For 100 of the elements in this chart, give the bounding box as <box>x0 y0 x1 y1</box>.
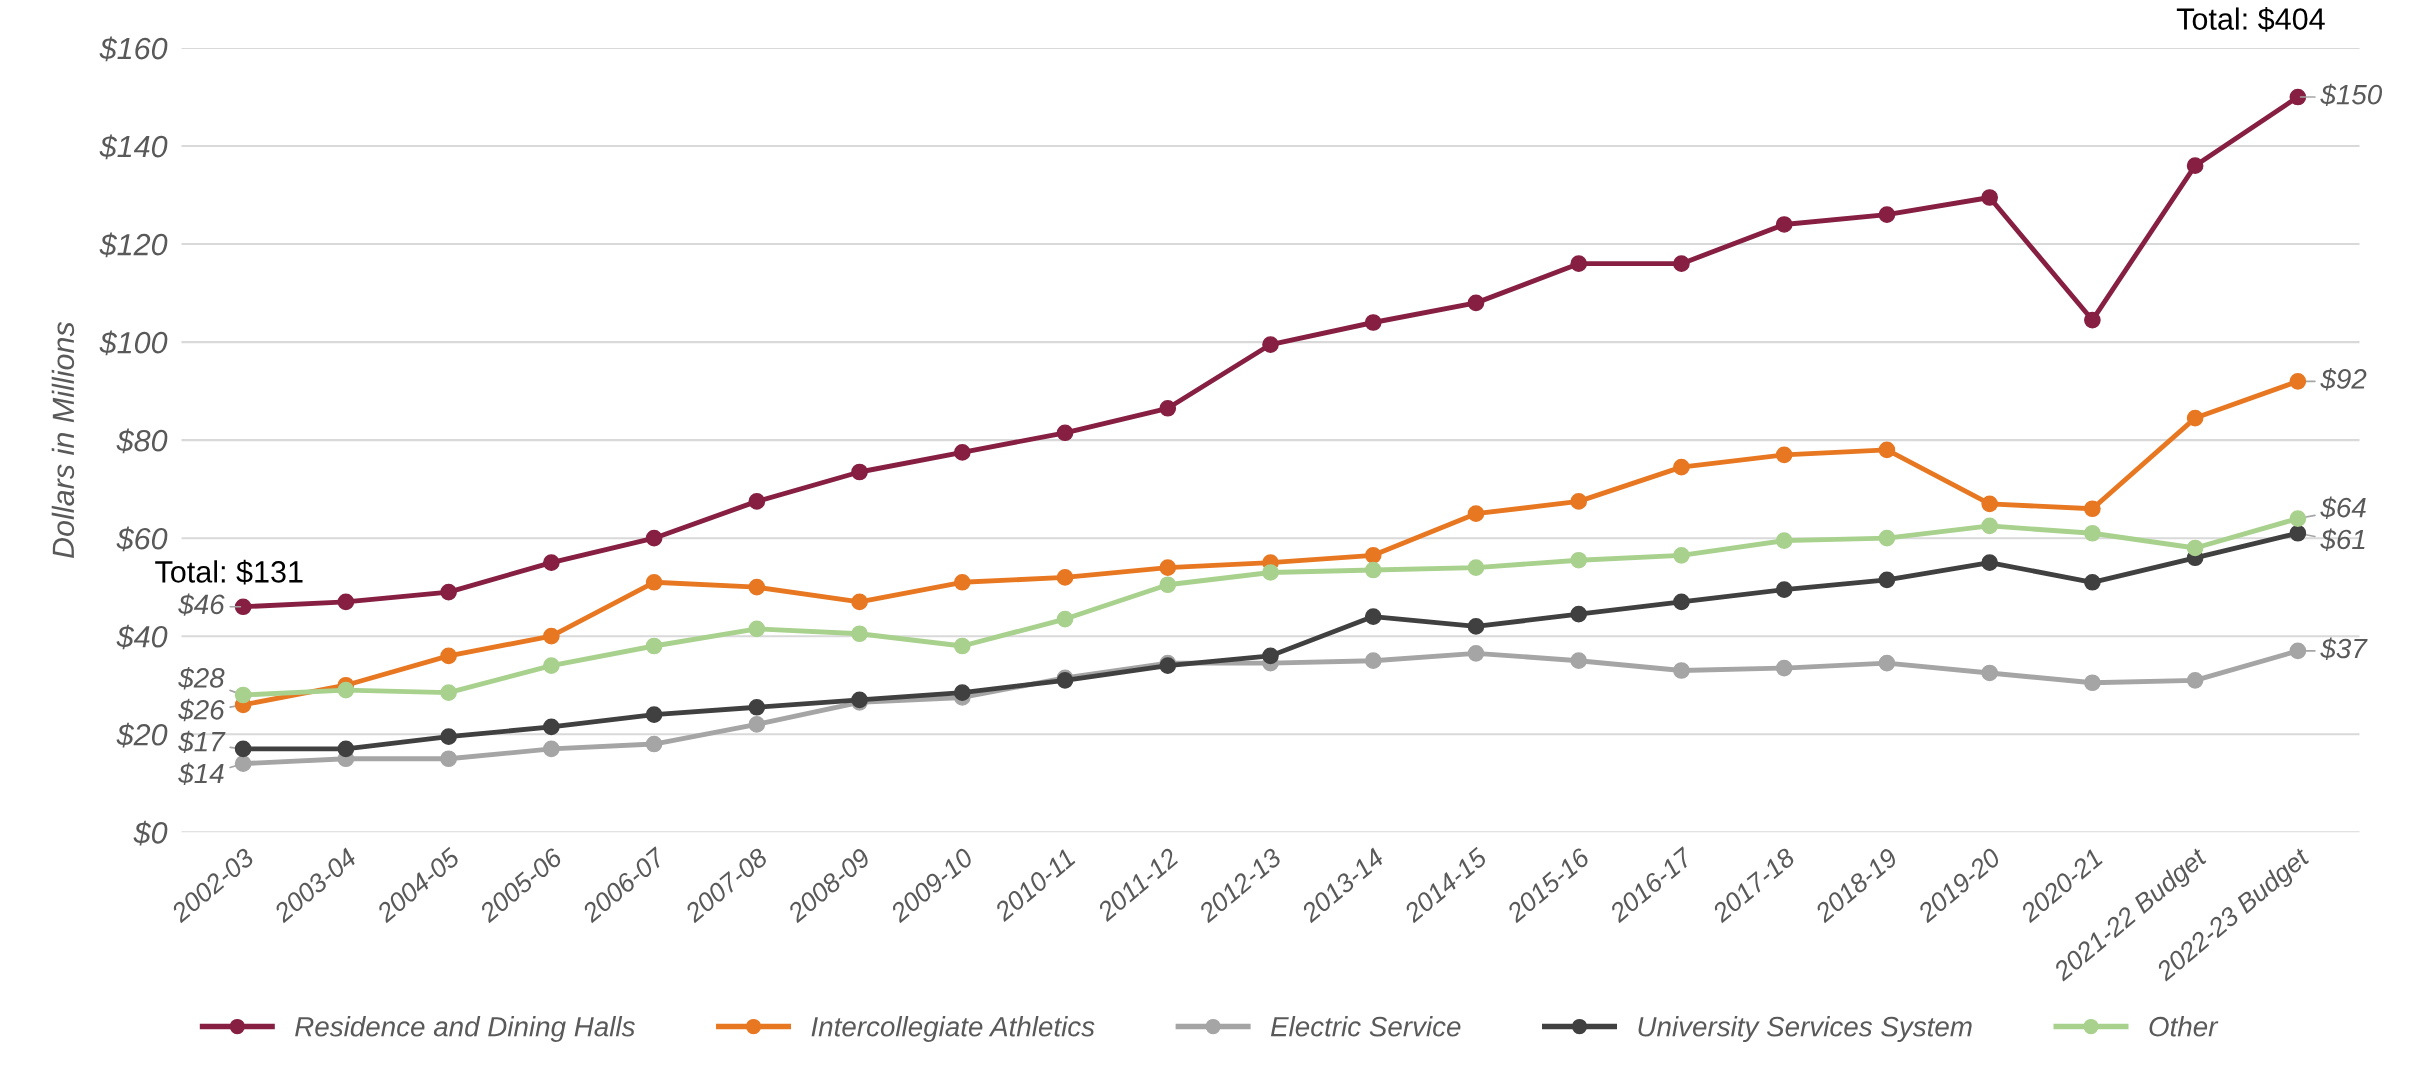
point <box>1673 593 1690 611</box>
point <box>1262 647 1279 665</box>
point <box>1673 662 1690 679</box>
point <box>748 578 766 596</box>
point <box>234 598 252 616</box>
point <box>1878 654 1896 672</box>
legend-label: Residence and Dining Halls <box>295 1016 635 1042</box>
point <box>1570 493 1588 510</box>
point <box>748 716 766 733</box>
data-label: $37 <box>2320 637 2368 660</box>
point <box>543 627 560 645</box>
point <box>440 728 457 746</box>
data-label: $26 <box>178 698 225 722</box>
point <box>1570 652 1588 670</box>
data-label: $64 <box>2320 496 2366 520</box>
point <box>1467 294 1485 312</box>
data-label: $17 <box>178 730 226 754</box>
point <box>1775 581 1793 598</box>
point <box>1467 559 1485 576</box>
point <box>2084 311 2101 329</box>
point <box>1364 561 1382 579</box>
point <box>851 463 868 481</box>
point <box>2084 573 2101 591</box>
y-axis-title: Dollars in Millions <box>51 321 75 559</box>
point <box>337 593 355 611</box>
legend-label: Other <box>2149 1016 2219 1037</box>
y-tick-label: $120 <box>99 232 168 258</box>
point <box>1159 576 1177 594</box>
point <box>748 493 766 510</box>
point <box>543 740 560 758</box>
point <box>1262 564 1279 581</box>
point <box>1467 505 1485 522</box>
point <box>543 657 560 674</box>
point <box>1878 441 1896 459</box>
y-tick-label: $80 <box>116 428 168 454</box>
legend-label: University Services System <box>1638 1016 1972 1042</box>
y-tick-label: $100 <box>99 330 168 356</box>
point <box>1364 314 1382 331</box>
y-tick-label: $60 <box>116 526 168 552</box>
point <box>1364 608 1382 625</box>
point <box>1878 206 1896 224</box>
point <box>1056 610 1074 628</box>
point <box>1775 446 1793 464</box>
point <box>2186 409 2204 427</box>
data-label: $61 <box>2320 528 2365 551</box>
point <box>1570 551 1588 569</box>
point <box>1981 554 1998 572</box>
point <box>2186 539 2204 557</box>
point <box>645 735 663 753</box>
point <box>645 706 663 723</box>
point <box>645 573 663 591</box>
data-label: $46 <box>178 593 225 616</box>
point <box>1981 189 1998 206</box>
point <box>1570 605 1588 623</box>
point <box>953 444 971 461</box>
y-tick-label: $160 <box>99 36 168 62</box>
point <box>337 740 355 758</box>
point <box>2289 88 2307 106</box>
point <box>1878 571 1896 589</box>
data-label: $92 <box>2320 367 2367 391</box>
point <box>234 755 252 772</box>
point <box>543 554 560 572</box>
point <box>851 593 868 611</box>
point <box>851 625 868 643</box>
point <box>1775 532 1793 549</box>
data-label: $14 <box>178 762 224 785</box>
annotation: Total: $131 <box>155 559 303 585</box>
legend-label: Electric Service <box>1270 1016 1461 1037</box>
data-label: $28 <box>178 666 225 690</box>
y-tick-label: $20 <box>116 722 168 748</box>
point <box>2084 674 2101 692</box>
point <box>953 637 971 655</box>
point <box>1570 255 1588 273</box>
text: Total: $404 <box>2176 6 2325 32</box>
point <box>234 740 252 758</box>
point <box>440 750 457 768</box>
point <box>2186 671 2204 689</box>
point <box>748 698 766 716</box>
point <box>1467 618 1485 635</box>
point <box>440 684 457 701</box>
y-tick-label: $0 <box>133 820 168 846</box>
point <box>1262 336 1279 353</box>
point <box>337 681 355 699</box>
point <box>1056 569 1074 586</box>
point <box>953 684 971 701</box>
y-tick-label: $40 <box>116 624 168 650</box>
point <box>440 583 457 601</box>
point <box>2289 642 2307 660</box>
legend-label: Intercollegiate Athletics <box>811 1016 1095 1042</box>
point <box>953 573 971 591</box>
point <box>1364 652 1382 670</box>
point <box>1981 517 1998 535</box>
point <box>1673 255 1690 273</box>
point <box>2289 524 2307 542</box>
point <box>748 620 766 638</box>
point <box>645 529 663 547</box>
point <box>2084 500 2101 518</box>
point <box>2289 510 2307 527</box>
point <box>2186 157 2204 174</box>
point <box>1159 399 1177 417</box>
